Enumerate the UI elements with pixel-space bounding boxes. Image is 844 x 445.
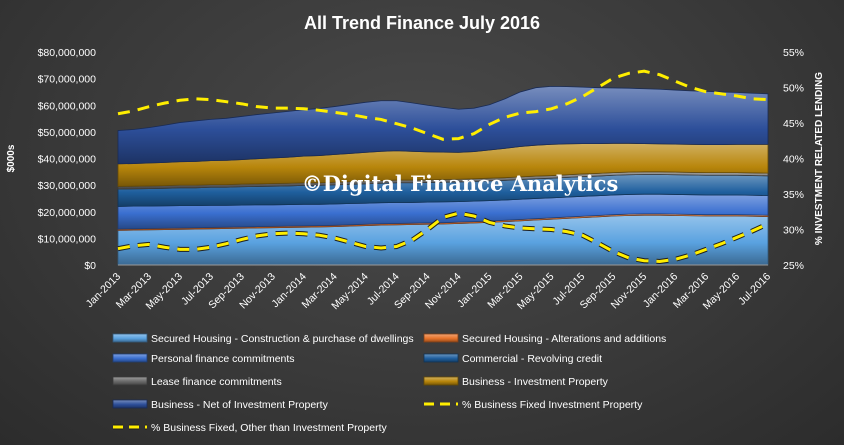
- y2-tick-label: 45%: [783, 118, 804, 130]
- y-tick-label: $30,000,000: [38, 180, 97, 192]
- y2-tick-label: 40%: [783, 154, 804, 166]
- legend-label: Business - Investment Property: [462, 376, 609, 388]
- y-tick-label: $0: [84, 260, 96, 272]
- y2-tick-label: 50%: [783, 83, 804, 95]
- y-axis-title: $000s: [6, 144, 17, 172]
- y-tick-label: $60,000,000: [38, 100, 97, 112]
- legend-label: Personal finance commitments: [151, 353, 295, 365]
- area-band: [117, 85, 769, 165]
- y-tick-label: $20,000,000: [38, 207, 97, 219]
- legend-swatch: [423, 353, 459, 363]
- y2-axis-title: % INVESTMENT RELATED LENDING: [814, 72, 825, 245]
- y-tick-label: $50,000,000: [38, 127, 97, 139]
- legend-swatch: [112, 353, 148, 363]
- legend-swatch: [423, 376, 459, 386]
- y-tick-label: $40,000,000: [38, 154, 97, 166]
- legend-label: Secured Housing - Construction & purchas…: [151, 333, 414, 345]
- y2-tick-label: 55%: [783, 47, 804, 59]
- legend-label: Commercial - Revolving credit: [462, 353, 602, 365]
- legend-label: % Business Fixed Investment Property: [462, 399, 643, 411]
- legend-swatch: [112, 376, 148, 386]
- y-tick-label: $70,000,000: [38, 74, 97, 86]
- y-tick-label: $80,000,000: [38, 47, 97, 59]
- y2-tick-label: 35%: [783, 189, 804, 201]
- legend-swatch: [423, 333, 459, 343]
- pct-line: [117, 69, 769, 141]
- y2-tick-label: 30%: [783, 225, 804, 237]
- legend-label: Lease finance commitments: [151, 376, 282, 388]
- x-tick-label: Jul-2016: [736, 271, 773, 308]
- chart-title: All Trend Finance July 2016: [304, 13, 540, 33]
- legend-swatch: [112, 399, 148, 409]
- legend-swatch: [112, 333, 148, 343]
- y-tick-label: $10,000,000: [38, 233, 97, 245]
- watermark-text: ©Digital Finance Analytics: [302, 171, 619, 196]
- legend-label: % Business Fixed, Other than Investment …: [151, 422, 388, 434]
- pct-line: [117, 211, 769, 263]
- y2-tick-label: 25%: [783, 260, 804, 272]
- legend-label: Business - Net of Investment Property: [151, 399, 329, 411]
- legend-label: Secured Housing - Alterations and additi…: [462, 333, 666, 345]
